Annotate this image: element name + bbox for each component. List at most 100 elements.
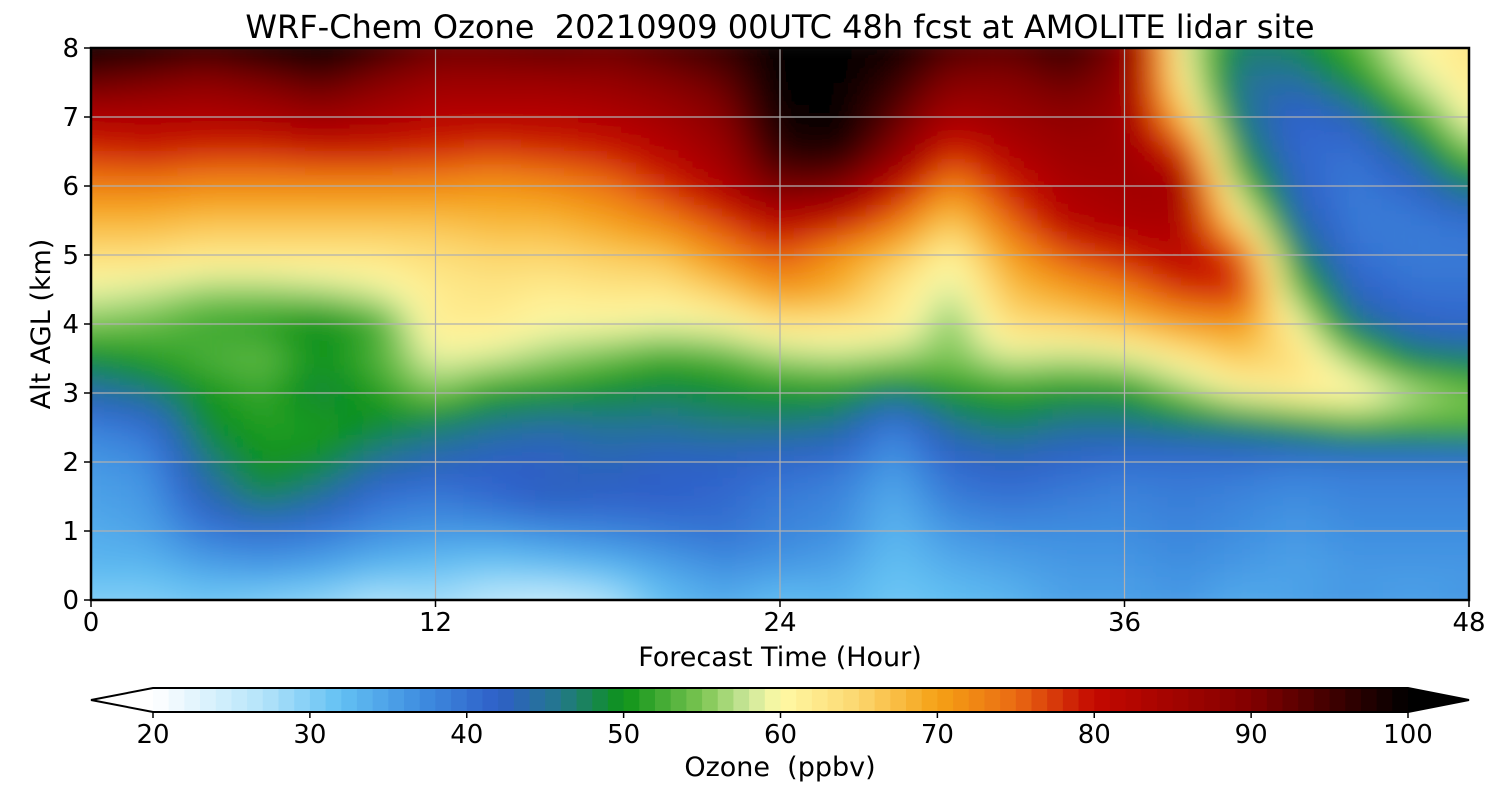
ozone-cell — [262, 553, 279, 566]
ozone-cell — [765, 530, 781, 543]
ozone-cell — [1052, 243, 1068, 256]
ozone-cell — [865, 438, 881, 451]
ozone-cell — [980, 392, 996, 405]
ozone-cell — [420, 404, 436, 417]
ozone-cell — [190, 381, 207, 394]
ozone-cell — [1368, 70, 1384, 83]
ozone-cell — [937, 369, 953, 382]
ozone-cell — [1210, 116, 1226, 129]
ozone-cell — [894, 335, 910, 348]
ozone-cell — [219, 565, 236, 578]
ozone-cell — [1066, 116, 1082, 129]
ozone-cell — [980, 553, 996, 566]
ozone-cell — [592, 450, 609, 463]
ozone-cell — [1066, 473, 1082, 486]
ozone-cell — [865, 70, 881, 83]
ozone-cell — [1454, 208, 1469, 221]
ozone-cell — [1167, 427, 1183, 440]
ozone-cell — [722, 553, 738, 566]
ozone-cell — [679, 93, 695, 106]
ozone-cell — [91, 427, 106, 440]
ozone-cell — [1181, 116, 1197, 129]
ozone-cell — [234, 461, 250, 474]
ozone-cell — [894, 427, 910, 440]
ozone-cell — [334, 473, 350, 486]
ozone-cell — [578, 116, 594, 129]
ozone-cell — [234, 530, 250, 543]
ozone-cell — [1281, 358, 1298, 371]
ozone-cell — [348, 139, 365, 152]
ozone-cell — [722, 139, 738, 152]
ozone-cell — [1009, 243, 1025, 256]
ozone-cell — [406, 588, 422, 600]
ozone-cell — [1124, 335, 1140, 348]
ozone-cell — [1195, 243, 1212, 256]
ozone-cell — [650, 519, 666, 532]
ozone-cell — [779, 588, 795, 600]
ozone-cell — [1267, 496, 1283, 509]
ozone-cell — [578, 599, 594, 600]
ozone-cell — [506, 277, 523, 290]
ozone-cell — [1411, 231, 1427, 244]
ozone-cell — [435, 128, 451, 141]
ozone-cell — [435, 105, 451, 118]
ozone-cell — [951, 70, 968, 83]
ozone-cell — [693, 542, 709, 555]
ozone-cell — [808, 484, 824, 497]
ozone-cell — [1095, 300, 1111, 313]
ozone-cell — [420, 48, 436, 60]
ozone-cell — [650, 346, 666, 359]
ozone-cell — [1167, 254, 1183, 267]
ozone-cell — [994, 197, 1011, 210]
ozone-cell — [994, 312, 1011, 325]
ozone-cell — [420, 82, 436, 95]
ozone-cell — [391, 392, 408, 405]
ozone-cell — [908, 220, 925, 233]
ozone-cell — [391, 289, 408, 302]
ozone-cell — [104, 59, 121, 72]
ozone-cell — [750, 427, 767, 440]
ozone-cell — [277, 105, 293, 118]
ozone-cell — [147, 369, 164, 382]
ozone-cell — [492, 266, 508, 279]
ozone-cell — [1296, 116, 1312, 129]
ozone-cell — [406, 427, 422, 440]
ozone-cell — [147, 82, 164, 95]
ozone-cell — [1095, 82, 1111, 95]
ozone-cell — [1095, 369, 1111, 382]
ozone-cell — [1152, 369, 1169, 382]
ozone-cell — [262, 266, 279, 279]
ozone-cell — [549, 243, 566, 256]
ozone-cell — [391, 553, 408, 566]
ozone-cell — [592, 277, 609, 290]
ozone-cell — [779, 174, 795, 187]
ozone-cell — [176, 576, 192, 589]
ozone-cell — [1411, 128, 1427, 141]
ozone-cell — [765, 507, 781, 520]
ozone-cell — [190, 450, 207, 463]
ozone-cell — [162, 484, 178, 497]
ozone-cell — [1382, 461, 1398, 474]
ozone-cell — [1023, 116, 1039, 129]
ozone-cell — [549, 312, 566, 325]
ozone-cell — [1396, 151, 1413, 164]
ozone-cell — [592, 174, 609, 187]
ozone-cell — [607, 162, 623, 175]
ozone-cell — [1023, 599, 1039, 600]
ozone-cell — [621, 576, 637, 589]
ozone-cell — [908, 162, 925, 175]
ozone-cell — [162, 576, 178, 589]
ozone-cell — [506, 300, 523, 313]
ozone-cell — [879, 358, 896, 371]
ozone-cell — [635, 312, 652, 325]
ozone-cell — [1324, 70, 1341, 83]
ozone-cell — [607, 139, 623, 152]
ozone-cell — [176, 289, 192, 302]
ozone-cell — [205, 576, 221, 589]
ozone-cell — [119, 404, 135, 417]
ozone-cell — [1339, 59, 1355, 72]
ozone-cell — [808, 220, 824, 233]
ozone-cell — [1454, 266, 1469, 279]
ozone-cell — [406, 346, 422, 359]
ozone-cell — [305, 93, 322, 106]
